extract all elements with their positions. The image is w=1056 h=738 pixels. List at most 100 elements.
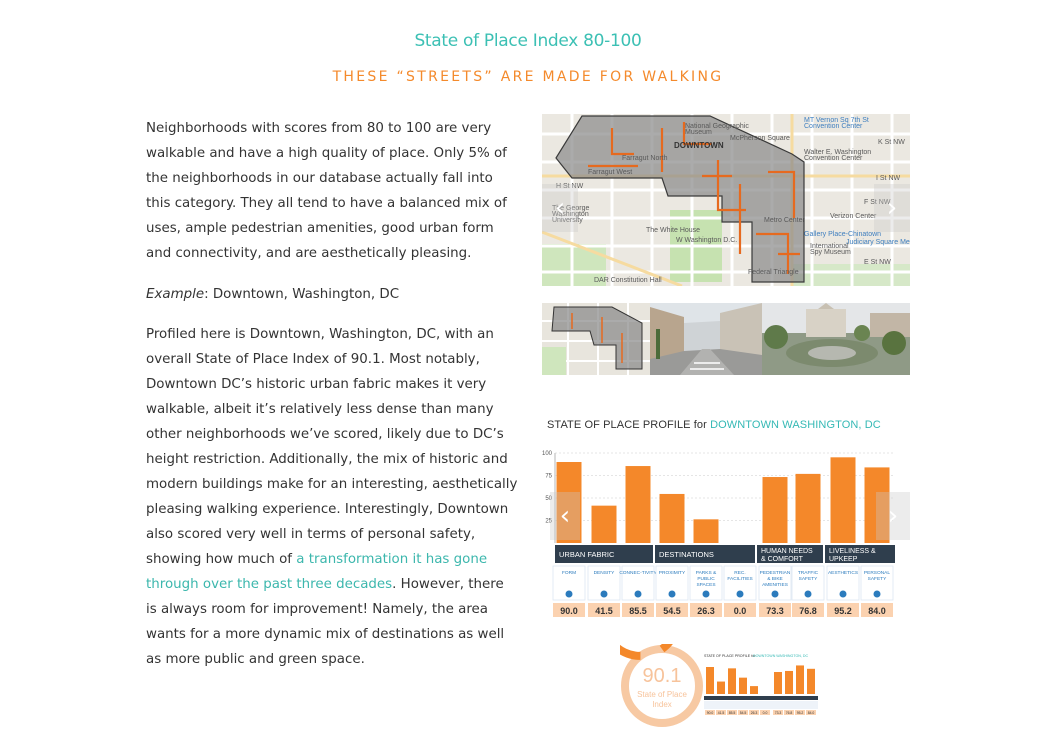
example-paragraph: Example: Downtown, Washington, DC [146,282,518,307]
map-graphic: National Geographic Museum DOWNTOWN MT V… [542,114,910,286]
category-icon [771,590,779,598]
value-label: 95.2 [834,606,852,616]
category-label: PUBLIC [697,576,715,582]
profile-heading: STATE OF PLACE PROFILE for DOWNTOWN WASH… [547,419,881,431]
bar [864,467,890,543]
mini-value-cell [727,710,737,715]
transformation-link[interactable]: a transformation it has gone through ove… [146,552,488,592]
profile-text-2: . However, there is always room for impr… [146,577,505,667]
group-label: DESTINATIONS [659,550,714,559]
mini-bar [706,667,714,694]
map-prev-arrow[interactable]: ‹ [542,184,578,232]
mini-value-cell [716,710,726,715]
profile-prev-arrow[interactable]: ‹ [550,492,580,540]
y-tick-label: 50 [545,496,552,502]
value-label: 26.3 [697,606,715,616]
group-label: UPKEEP [829,556,858,563]
profile-paragraph: Profiled here is Downtown, Washington, D… [146,322,518,672]
category-icon [634,590,642,598]
value-label: 0.0 [734,606,747,616]
svg-text:The White House: The White House [646,227,700,234]
category-icon [736,590,744,598]
mini-value-cell [784,710,794,715]
y-tick-label: 100 [542,451,553,457]
group-header [825,545,895,563]
thumbnail-plaza-photo[interactable] [762,303,910,375]
value-cell [690,603,722,617]
category-label: AESTHETICS [828,570,858,576]
svg-text:F St NW: F St NW [864,199,891,206]
bar [830,457,856,543]
mini-bar [785,670,793,694]
bar [659,493,685,543]
category-label: PROXIMITY [659,570,686,576]
thumbnail-street-photo[interactable] [650,303,762,375]
mini-summary-graphic: 90.1 State of Place Index STATE OF PLACE… [599,577,818,727]
downtown-map: National Geographic Museum DOWNTOWN MT V… [542,114,910,286]
svg-text:Farragut North: Farragut North [622,155,668,162]
mini-bar [807,668,815,694]
svg-text:E St NW: E St NW [864,259,891,266]
mini-heading-highlight: DOWNTOWN WASHINGTON, DC [753,654,808,658]
page-title: State of Place Index 80-100 [414,31,642,51]
svg-text:Museum: Museum [685,129,712,136]
mini-value-cell [806,710,816,715]
group-label: LIVELINESS & [829,548,876,555]
value-cell [792,603,824,617]
bar [795,473,821,543]
category-label: PERSONAL [864,570,890,576]
category-label: SAFETY [868,576,887,582]
mini-value-label: 41.5 [718,711,725,715]
svg-text:K St NW: K St NW [878,139,905,146]
value-cell [827,603,859,617]
category-label: REC. [734,570,745,576]
slide-thumbnails [542,303,910,375]
y-tick-label: 75 [545,474,552,480]
mini-value-cell [738,710,748,715]
svg-text:McPherson Square: McPherson Square [730,135,790,142]
value-label: 84.0 [868,606,886,616]
group-header [655,545,755,563]
svg-text:DAR Constitution Hall: DAR Constitution Hall [594,277,662,284]
mini-summary: 90.1 State of Place Index STATE OF PLACE… [599,577,830,730]
mini-label-row [704,701,818,709]
svg-text:MT Vernon Sq 7th St: MT Vernon Sq 7th St [804,117,869,124]
mini-bar [774,672,782,694]
mini-value-label: 85.5 [729,711,736,715]
svg-text:W Washington D.C.: W Washington D.C. [676,237,737,244]
profile-heading-text: STATE OF PLACE PROFILE for [547,419,711,431]
svg-text:I St NW: I St NW [876,175,901,182]
category-label: PARKS & [696,570,717,576]
svg-text:Spy Museum: Spy Museum [810,249,851,256]
mini-value-cell [773,710,783,715]
svg-text:International: International [810,243,849,250]
category-icon [839,590,847,598]
mini-bar [750,686,758,694]
value-cell [588,603,620,617]
y-tick-label: 25 [545,519,552,525]
bar [762,477,788,543]
svg-text:The George: The George [552,205,589,212]
category-icon [702,590,710,598]
score-label-line2: Index [652,700,672,709]
value-cell [724,603,756,617]
mini-group-header [704,696,818,700]
category-label: FACILITIES [727,576,752,582]
example-text: : Downtown, Washington, DC [204,287,400,302]
value-cell [656,603,688,617]
value-label: 54.5 [663,606,681,616]
mini-bar [739,677,747,694]
category-icon [668,590,676,598]
category-icon [873,590,881,598]
map-next-arrow[interactable]: › [874,184,910,232]
state-of-place-profile: STATE OF PLACE PROFILE for DOWNTOWN WASH… [542,408,910,628]
svg-text:H St NW: H St NW [556,183,584,190]
value-cell [622,603,654,617]
svg-text:Gallery Place-Chinatown: Gallery Place-Chinatown [804,231,881,238]
profile-next-arrow[interactable]: › [876,492,910,540]
mini-bar [728,668,736,694]
thumbnail-map[interactable] [542,303,650,375]
value-cell [759,603,791,617]
category-label: TRAFFIC [798,570,819,576]
group-label: URBAN FABRIC [559,550,615,559]
